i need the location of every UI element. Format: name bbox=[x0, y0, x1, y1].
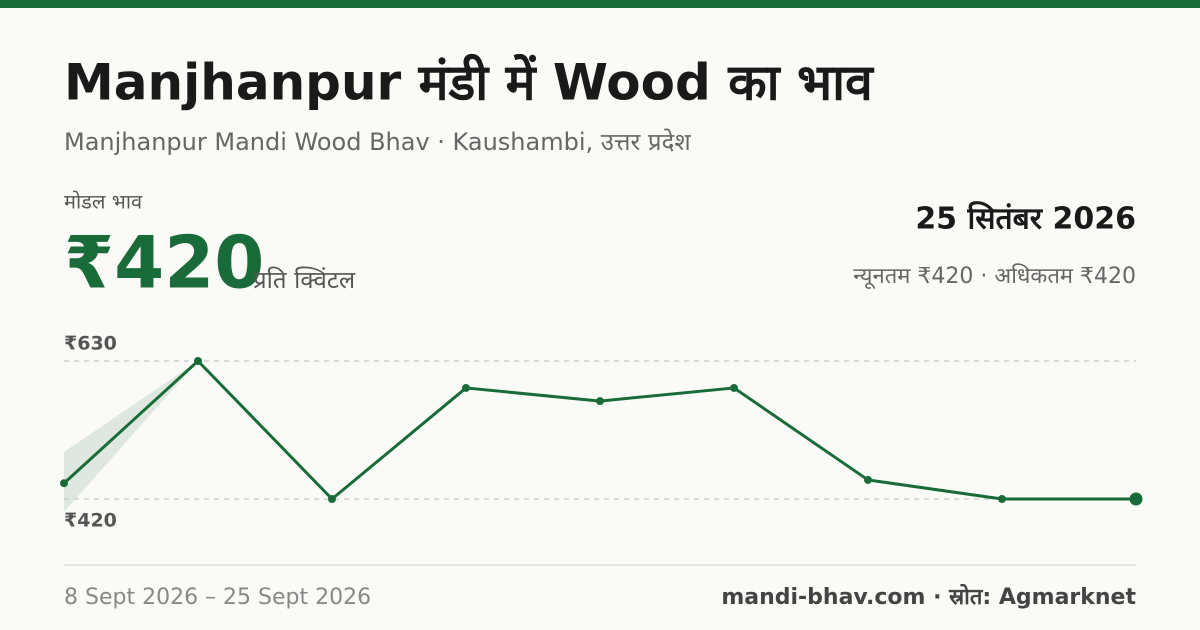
price-point bbox=[1129, 492, 1143, 506]
footer-period: 8 Sept 2026 – 25 Sept 2026 bbox=[64, 585, 371, 610]
footer-source: mandi-bhav.com · स्रोत: Agmarknet bbox=[721, 583, 1136, 610]
title: Manjhanpur मंडी में Wood का भाव bbox=[64, 54, 875, 112]
date: 25 सितंबर 2026 bbox=[915, 201, 1136, 237]
price-unit: प्रति क्विंटल bbox=[253, 266, 356, 294]
trend-band bbox=[64, 361, 198, 512]
price-point bbox=[596, 397, 604, 406]
price-label: मोडल भाव bbox=[64, 190, 143, 214]
subtitle: Manjhanpur Mandi Wood Bhav · Kaushambi, … bbox=[64, 128, 691, 156]
price-point bbox=[194, 357, 202, 365]
y-tick-label: ₹420 bbox=[64, 510, 117, 532]
price-point bbox=[730, 383, 738, 392]
price-point bbox=[864, 475, 872, 484]
top-bar bbox=[0, 0, 1200, 8]
price-point bbox=[60, 479, 68, 488]
y-tick-label: ₹630 bbox=[64, 333, 117, 355]
price-value: ₹420 bbox=[64, 221, 264, 305]
price-point bbox=[328, 495, 336, 503]
price-point bbox=[998, 495, 1006, 503]
price-point bbox=[462, 383, 470, 392]
min-max: न्यूनतम ₹420 · अधिकतम ₹420 bbox=[853, 263, 1136, 290]
